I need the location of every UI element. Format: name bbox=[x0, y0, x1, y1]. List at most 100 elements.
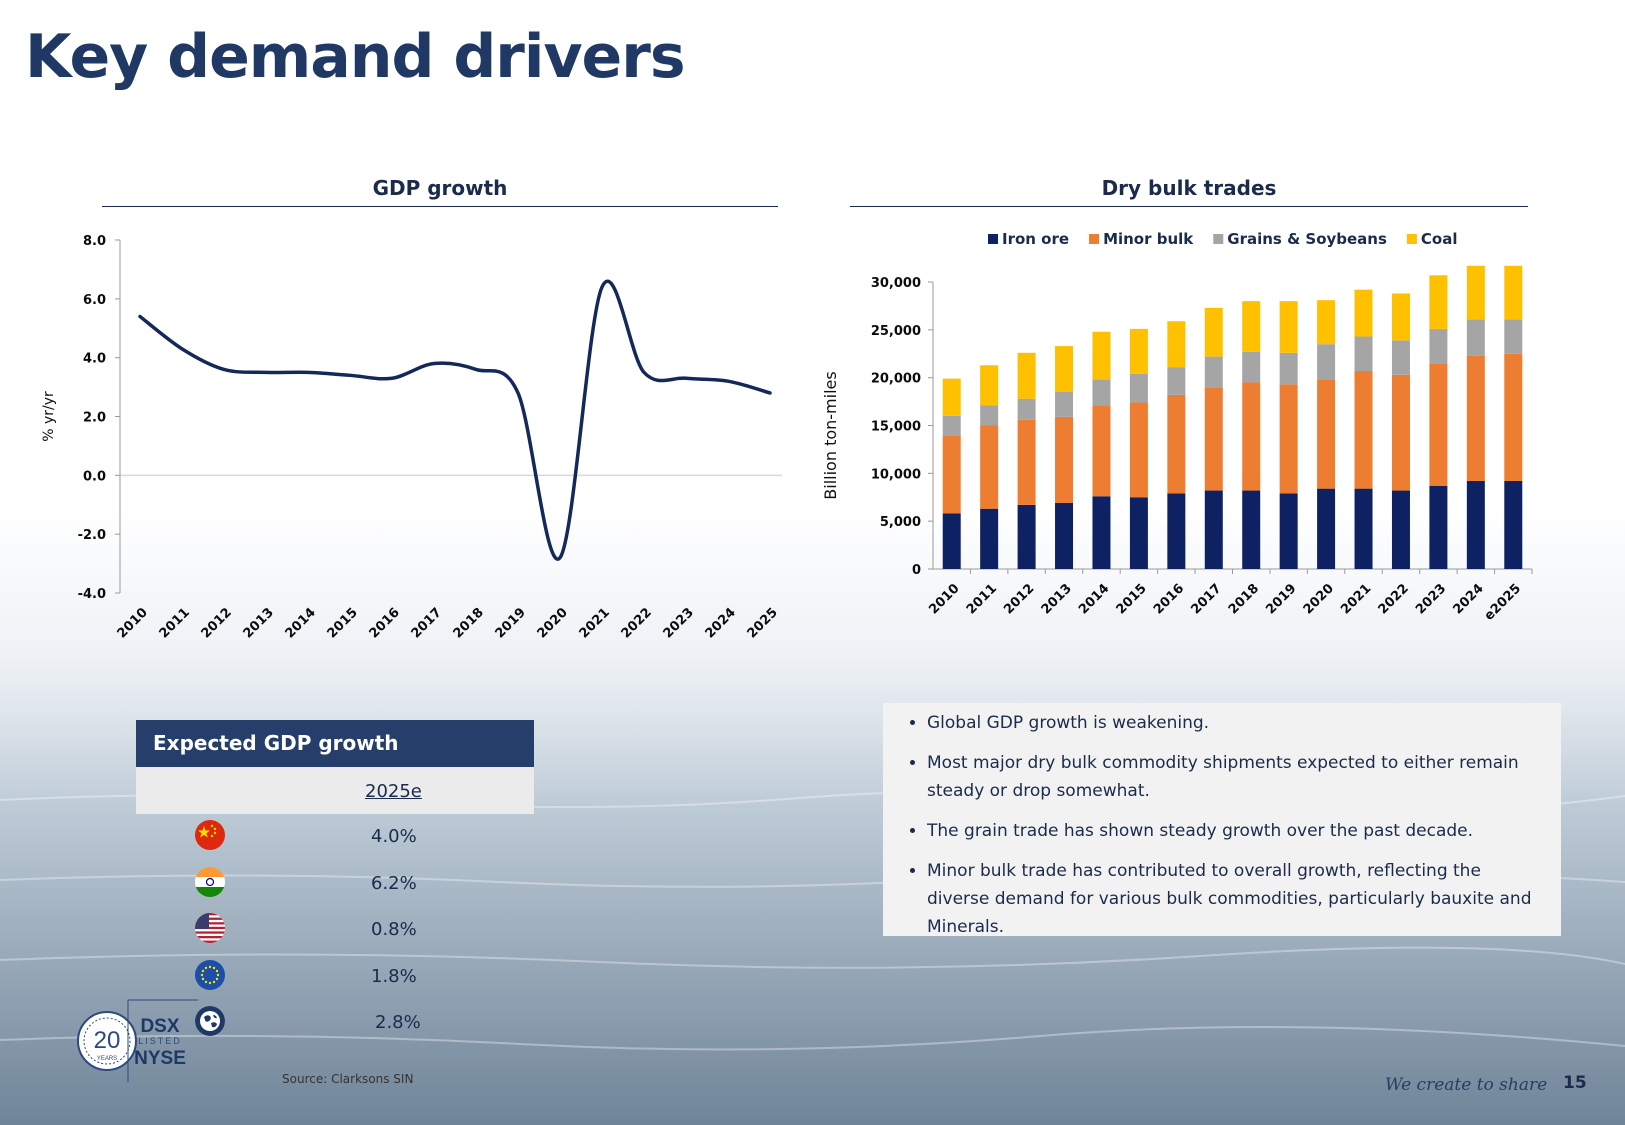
bullet-item: The grain trade has shown steady growth … bbox=[927, 817, 1537, 845]
gdp-x-tick-label: 2014 bbox=[283, 605, 319, 641]
eu-gdp-value: 1.8% bbox=[371, 965, 417, 987]
bar-iron-ore bbox=[1129, 497, 1148, 569]
gdp-table-header: Expected GDP growth bbox=[136, 720, 534, 767]
india-gdp-value: 6.2% bbox=[371, 872, 417, 894]
bullet-item: Minor bulk trade has contributed to over… bbox=[927, 857, 1537, 941]
bar-coal bbox=[1092, 331, 1111, 380]
bar-minor-bulk bbox=[1279, 384, 1298, 494]
bulk-y-tick-label: 5,000 bbox=[880, 515, 921, 530]
bulk-x-tick-label: 2018 bbox=[1226, 581, 1262, 617]
bar-grains-soybeans bbox=[1279, 352, 1298, 385]
bar-coal bbox=[980, 365, 999, 406]
gdp-x-tick-label: 2018 bbox=[451, 605, 487, 641]
bar-grains-soybeans bbox=[980, 405, 999, 426]
gdp-title-rule bbox=[102, 206, 778, 207]
bar-iron-ore bbox=[1017, 504, 1036, 569]
gdp-x-tick-label: 2024 bbox=[703, 605, 739, 641]
legend-label: Coal bbox=[1421, 230, 1458, 248]
tagline: We create to share bbox=[1385, 1075, 1548, 1095]
bulk-x-tick-label: 2010 bbox=[926, 581, 962, 617]
table-row: 4.0% bbox=[136, 814, 534, 861]
globe-icon bbox=[195, 1006, 225, 1036]
bulk-y-tick-label: 0 bbox=[912, 563, 921, 578]
bar-iron-ore bbox=[980, 508, 999, 569]
gdp-y-axis-label: % yr/yr bbox=[41, 391, 57, 442]
table-row: 1.8% bbox=[136, 954, 534, 1001]
bar-grains-soybeans bbox=[1466, 319, 1485, 356]
eu-flag-icon bbox=[195, 959, 225, 990]
legend-swatch bbox=[1406, 234, 1417, 244]
bar-minor-bulk bbox=[1092, 405, 1111, 497]
gdp-y-tick-label: 0.0 bbox=[83, 469, 106, 484]
bulk-x-tick-label: 2015 bbox=[1114, 581, 1150, 617]
gdp-y-tick-label: 2.0 bbox=[83, 411, 106, 426]
bulk-x-tick-label: 2016 bbox=[1151, 581, 1187, 617]
bar-minor-bulk bbox=[1242, 382, 1261, 491]
china-flag-icon bbox=[195, 820, 225, 850]
bar-grains-soybeans bbox=[1204, 356, 1223, 388]
bar-minor-bulk bbox=[1391, 374, 1410, 491]
bar-iron-ore bbox=[942, 513, 961, 569]
table-row: 2.8% bbox=[136, 1000, 534, 1047]
bulk-x-tick-label: 2019 bbox=[1263, 581, 1299, 617]
bar-grains-soybeans bbox=[1354, 336, 1373, 371]
bulk-chart-title: Dry bulk trades bbox=[1101, 176, 1277, 200]
bar-minor-bulk bbox=[1354, 370, 1373, 489]
table-row: 0.8% bbox=[136, 907, 534, 954]
gdp-y-tick-label: 8.0 bbox=[83, 234, 106, 249]
bar-iron-ore bbox=[1429, 485, 1448, 569]
bar-minor-bulk bbox=[1466, 355, 1485, 481]
gdp-x-tick-label: 2019 bbox=[493, 605, 529, 641]
bulk-stacked-bar-chart: 0 5,000 10,000 15,000 20,000 25,000 30,000 Bill… bbox=[821, 230, 1533, 624]
expected-gdp-table: Expected GDP growth 2025e 4.0% 6.2% 0.8%… bbox=[136, 720, 534, 1047]
bar-coal bbox=[1055, 346, 1074, 393]
gdp-x-tick-label: 2012 bbox=[199, 605, 235, 641]
gdp-x-tick-label: 2015 bbox=[325, 605, 361, 641]
bulk-y-tick-label: 10,000 bbox=[871, 467, 921, 482]
bar-minor-bulk bbox=[980, 425, 999, 509]
bar-coal bbox=[1354, 289, 1373, 337]
bar-coal bbox=[1129, 328, 1148, 374]
bar-grains-soybeans bbox=[1017, 398, 1036, 420]
bullet-item: Global GDP growth is weakening. bbox=[927, 709, 1537, 737]
bar-iron-ore bbox=[1317, 488, 1336, 569]
bulk-x-tick-label: 2013 bbox=[1039, 581, 1075, 617]
bar-grains-soybeans bbox=[1129, 373, 1148, 403]
usa-flag-icon bbox=[195, 913, 225, 943]
bar-minor-bulk bbox=[1017, 419, 1036, 505]
bar-iron-ore bbox=[1242, 490, 1261, 569]
bulk-x-tick-label: e2025 bbox=[1482, 581, 1524, 623]
bulk-x-tick-label: 2021 bbox=[1338, 581, 1374, 617]
bar-grains-soybeans bbox=[942, 415, 961, 437]
gdp-y-tick-label: -2.0 bbox=[78, 528, 106, 543]
gdp-x-tick-label: 2017 bbox=[409, 605, 445, 641]
bar-minor-bulk bbox=[1167, 394, 1186, 494]
bar-minor-bulk bbox=[942, 436, 961, 514]
bulk-y-tick-label: 15,000 bbox=[871, 420, 921, 435]
bulk-y-tick-label: 20,000 bbox=[871, 372, 921, 387]
bulk-x-tick-label: 2024 bbox=[1450, 581, 1486, 617]
legend-swatch bbox=[988, 234, 998, 244]
bar-iron-ore bbox=[1279, 493, 1298, 569]
legend-label: Iron ore bbox=[1002, 230, 1069, 248]
bar-iron-ore bbox=[1055, 502, 1074, 569]
logo-listed: LISTED bbox=[138, 1036, 182, 1046]
gdp-x-tick-label: 2010 bbox=[115, 605, 151, 641]
bar-coal bbox=[1167, 321, 1186, 368]
india-flag-icon bbox=[195, 866, 225, 897]
bulk-x-tick-label: 2012 bbox=[1001, 581, 1037, 617]
bar-iron-ore bbox=[1092, 496, 1111, 569]
world-gdp-value: 2.8% bbox=[375, 1012, 421, 1033]
page-title: Key demand drivers bbox=[25, 22, 686, 92]
bar-grains-soybeans bbox=[1504, 319, 1523, 354]
bulk-title-rule bbox=[850, 206, 1528, 207]
bar-iron-ore bbox=[1167, 493, 1186, 569]
gdp-x-tick-label: 2023 bbox=[661, 605, 697, 641]
bar-coal bbox=[1204, 307, 1223, 357]
gdp-y-tick-label: 4.0 bbox=[83, 352, 106, 367]
bar-grains-soybeans bbox=[1055, 392, 1074, 417]
logo-years: YEARS bbox=[97, 1056, 117, 1062]
gdp-chart-title: GDP growth bbox=[372, 176, 508, 200]
bullet-item: Most major dry bulk commodity shipments … bbox=[927, 749, 1537, 805]
bar-grains-soybeans bbox=[1092, 379, 1111, 406]
